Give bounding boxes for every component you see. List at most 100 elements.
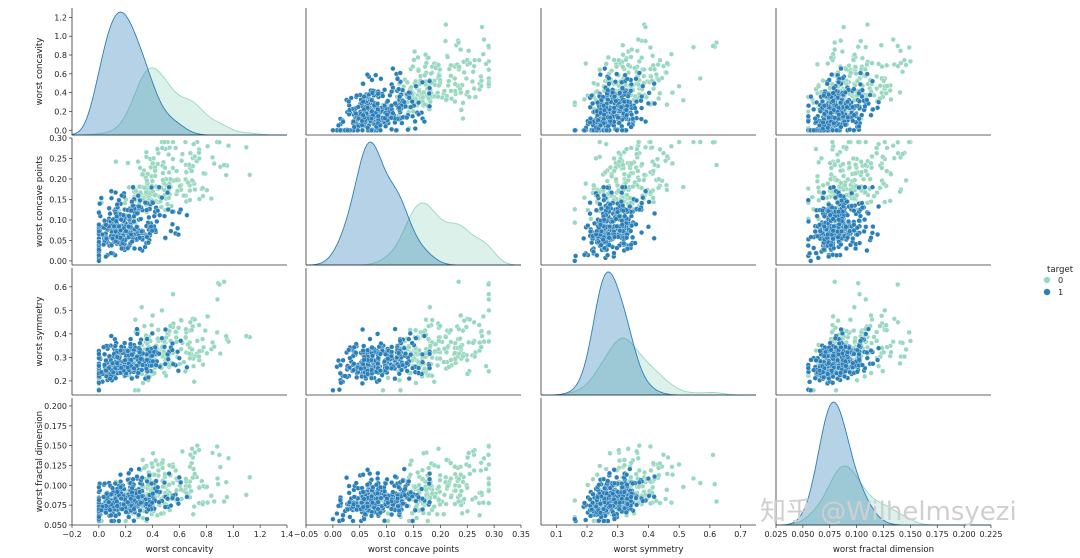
point-class-0 xyxy=(155,327,161,333)
point-class-0 xyxy=(458,47,464,53)
point-class-1 xyxy=(412,118,418,124)
point-class-1 xyxy=(831,245,837,251)
point-class-0 xyxy=(458,90,464,96)
point-class-1 xyxy=(381,103,388,109)
point-class-1 xyxy=(406,336,412,342)
point-class-1 xyxy=(639,93,645,100)
point-class-0 xyxy=(471,319,477,325)
point-class-1 xyxy=(365,125,371,131)
point-class-0 xyxy=(187,150,193,156)
point-class-1 xyxy=(621,99,627,105)
point-class-1 xyxy=(122,340,128,346)
point-class-0 xyxy=(834,152,841,158)
point-class-1 xyxy=(360,99,366,105)
point-class-1 xyxy=(125,365,131,371)
point-class-1 xyxy=(633,221,639,227)
point-class-1 xyxy=(601,217,607,223)
point-class-0 xyxy=(838,180,844,186)
point-class-0 xyxy=(471,86,477,92)
point-class-1 xyxy=(96,222,102,228)
point-class-1 xyxy=(638,98,644,104)
point-class-1 xyxy=(856,218,862,224)
point-class-1 xyxy=(407,330,413,336)
point-class-1 xyxy=(408,104,414,110)
panel-1-2 xyxy=(540,138,756,266)
point-class-1 xyxy=(844,235,851,241)
point-class-0 xyxy=(472,57,478,63)
point-class-0 xyxy=(669,90,676,96)
point-class-1 xyxy=(98,369,104,375)
point-class-1 xyxy=(614,127,620,133)
point-class-1 xyxy=(335,122,342,128)
point-class-0 xyxy=(435,346,442,352)
point-class-1 xyxy=(114,201,120,208)
point-class-0 xyxy=(867,176,873,182)
point-class-1 xyxy=(337,362,343,368)
point-class-0 xyxy=(641,172,647,178)
point-class-1 xyxy=(821,213,827,219)
point-class-0 xyxy=(461,318,467,324)
point-class-0 xyxy=(185,341,191,347)
point-class-0 xyxy=(452,81,458,87)
point-class-0 xyxy=(841,24,847,30)
point-class-0 xyxy=(888,96,894,103)
point-class-1 xyxy=(812,228,818,235)
point-class-1 xyxy=(161,344,168,350)
point-class-0 xyxy=(135,159,141,165)
point-class-0 xyxy=(816,189,822,195)
point-class-1 xyxy=(427,365,433,371)
point-class-1 xyxy=(113,228,119,235)
point-class-0 xyxy=(466,94,472,100)
point-class-0 xyxy=(196,322,202,328)
point-class-1 xyxy=(144,336,150,342)
point-class-1 xyxy=(807,250,813,256)
point-class-1 xyxy=(149,228,155,234)
point-class-1 xyxy=(607,114,613,121)
point-class-1 xyxy=(116,518,122,524)
point-class-1 xyxy=(375,113,381,119)
point-class-1 xyxy=(643,119,649,125)
point-class-1 xyxy=(602,66,608,72)
point-class-0 xyxy=(882,307,888,313)
point-class-1 xyxy=(131,365,137,371)
point-class-0 xyxy=(196,354,202,360)
point-class-0 xyxy=(572,100,578,106)
point-class-0 xyxy=(828,176,834,182)
point-class-1 xyxy=(369,90,376,96)
point-class-0 xyxy=(903,177,909,183)
point-class-0 xyxy=(161,139,168,145)
point-class-0 xyxy=(825,181,831,187)
point-class-1 xyxy=(107,376,113,382)
point-class-0 xyxy=(676,139,682,145)
point-class-0 xyxy=(205,500,211,506)
point-class-0 xyxy=(878,42,884,48)
point-class-1 xyxy=(96,247,102,253)
point-class-1 xyxy=(96,514,102,520)
point-class-1 xyxy=(107,507,113,513)
point-class-0 xyxy=(901,354,907,360)
point-class-0 xyxy=(713,40,720,46)
point-class-0 xyxy=(456,64,462,70)
point-class-0 xyxy=(833,387,839,393)
point-class-0 xyxy=(906,139,912,145)
point-class-1 xyxy=(638,116,644,122)
point-class-1 xyxy=(368,375,375,381)
point-class-1 xyxy=(854,232,860,238)
point-class-0 xyxy=(895,319,901,325)
point-class-1 xyxy=(421,333,427,339)
point-class-1 xyxy=(805,118,811,124)
point-class-1 xyxy=(161,213,168,219)
point-class-1 xyxy=(397,338,403,344)
point-class-0 xyxy=(603,141,609,147)
point-class-0 xyxy=(848,70,854,76)
point-class-1 xyxy=(368,127,375,133)
point-class-1 xyxy=(581,235,587,241)
point-class-0 xyxy=(452,356,458,362)
point-class-0 xyxy=(858,159,864,165)
point-class-0 xyxy=(603,61,609,67)
point-class-1 xyxy=(129,375,135,382)
point-class-1 xyxy=(103,368,109,374)
point-class-1 xyxy=(421,119,427,125)
point-class-0 xyxy=(663,70,670,76)
